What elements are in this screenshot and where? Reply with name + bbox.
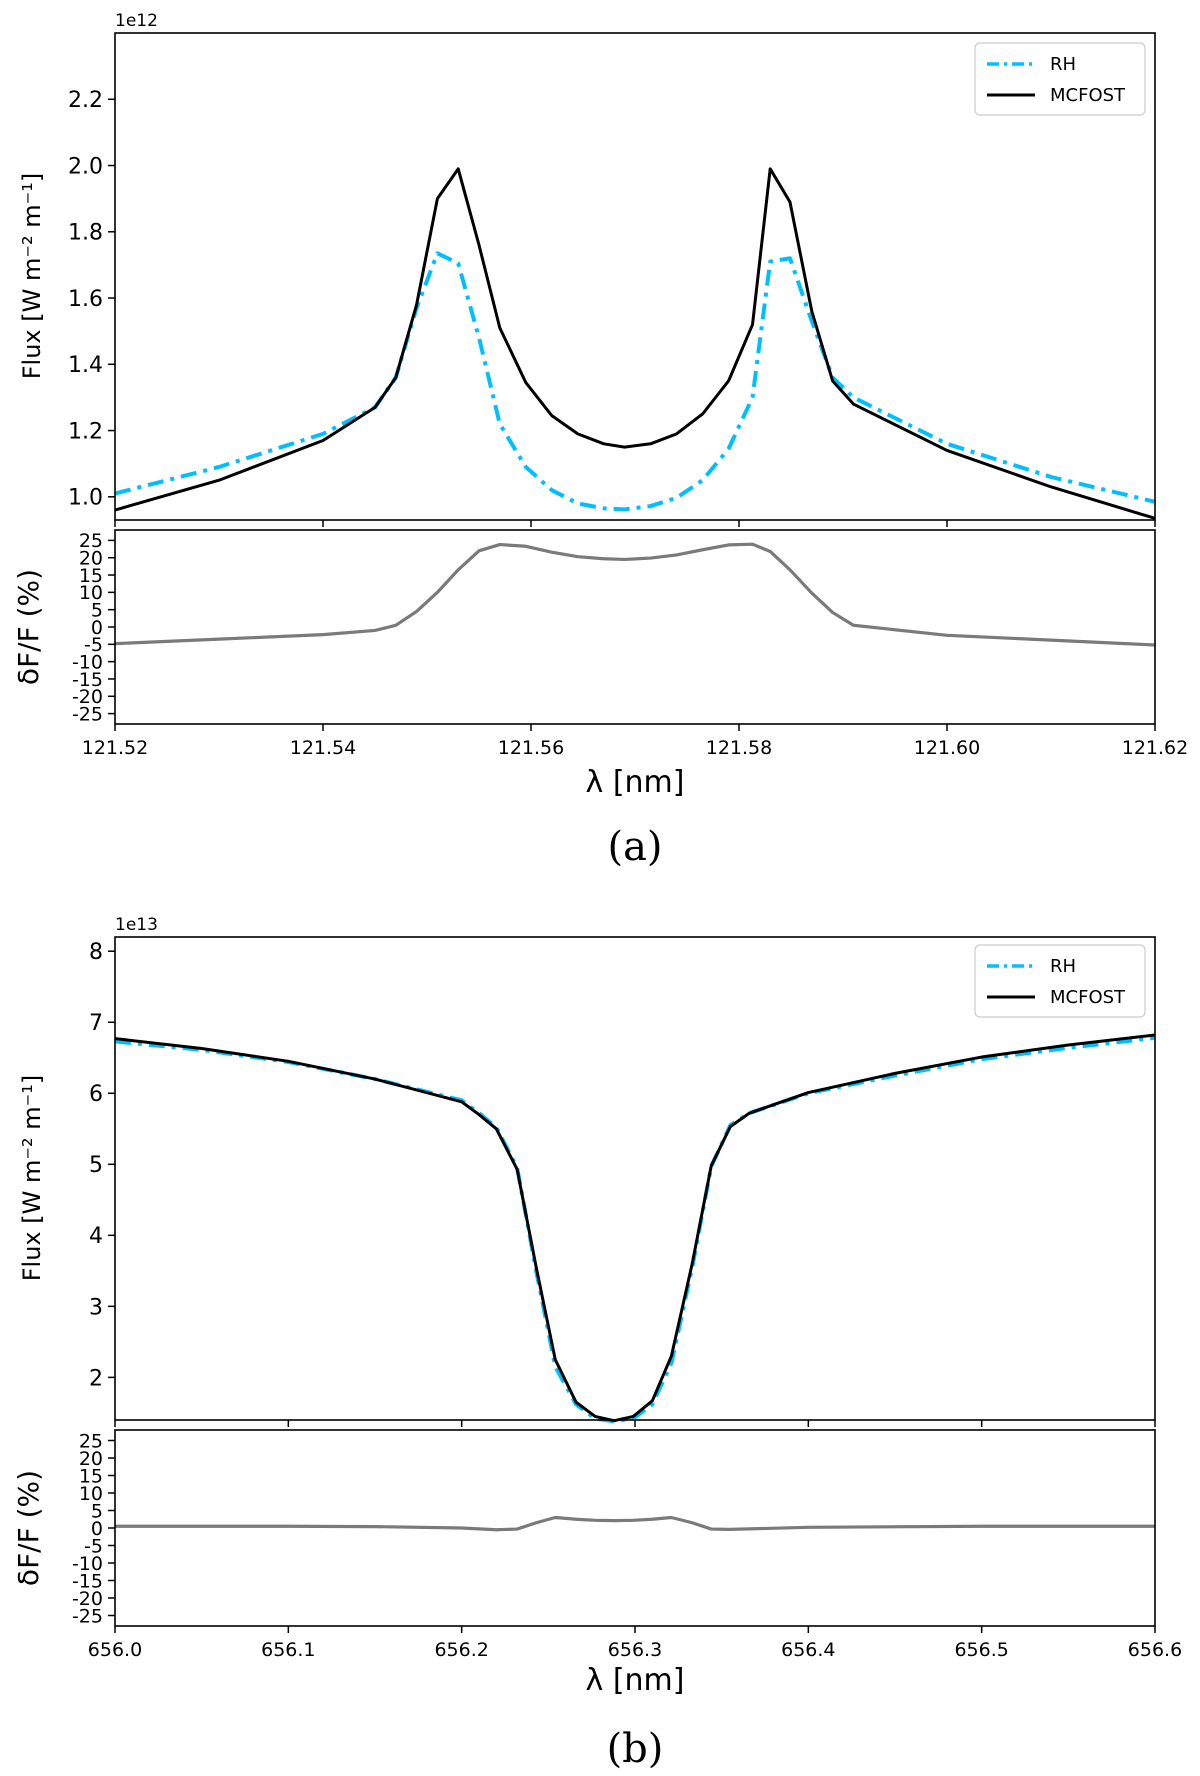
flux-plot-a: 1.0 1.2 1.4 1.6 1.8 2.0 2.2 1e12 Flux [W m⁻² m… (18, 11, 1156, 527)
ratio-ticks-a: 121.52 121.54 121.56 121.58 121.60 121.62-25-… (72, 530, 1188, 759)
y-tick-label-a-ratio-0: -25 (72, 703, 103, 725)
y-tick-label-a-flux-1: 1.2 (68, 419, 103, 444)
ratio-plot-b: 656.0 656.1 656.2 656.3 656.4 656.5 656.6 -25-2… (12, 1429, 1182, 1698)
flux-ylabel-b: Flux [W m⁻² m⁻¹] (18, 1075, 46, 1282)
y-tick-label-a-ratio-10: 25 (79, 530, 103, 552)
y-tick-label-b-flux-2: 4 (89, 1224, 103, 1249)
y-tick-label-a-ratio-4: -5 (84, 634, 103, 656)
flux-ylabel-a: Flux [W m⁻² m⁻¹] (18, 173, 46, 380)
series-line-a-flux-mcfost-1 (114, 167, 1156, 520)
legend-a: RH MCFOST (974, 42, 1146, 116)
series-line-b-flux-mcfost-1 (114, 1033, 1156, 1423)
panel-a: 1.0 1.2 1.4 1.6 1.8 2.0 2.2 1e12 Flux [W m⁻² m… (12, 11, 1188, 870)
y-tick-label-a-ratio-1: -20 (72, 686, 103, 708)
x-tick-label-a-ratio-5: 121.62 (1122, 737, 1188, 759)
flux-frame-b (114, 936, 1156, 1421)
series-line-b-ratio-ff-0 (115, 1515, 1155, 1532)
y-tick-label-a-ratio-9: 20 (79, 548, 103, 570)
ratio-lines-a (114, 542, 1156, 647)
x-tick-label-b-ratio-4: 656.4 (781, 1639, 835, 1661)
y-tick-label-b-ratio-7: 10 (79, 1483, 103, 1505)
x-tick-label-a-ratio-3: 121.58 (706, 737, 772, 759)
caption-b: (b) (607, 1726, 664, 1772)
y-tick-label-b-flux-1: 3 (89, 1295, 103, 1320)
y-tick-label-b-ratio-0: -25 (72, 1605, 103, 1627)
y-tick-label-b-flux-5: 7 (89, 1011, 103, 1036)
ratio-frame-b (114, 1429, 1156, 1627)
y-tick-label-a-ratio-8: 15 (79, 565, 103, 587)
y-tick-label-a-ratio-3: -10 (72, 651, 103, 673)
flux-lines-a (114, 167, 1156, 520)
x-tick-label-a-ratio-1: 121.54 (290, 737, 356, 759)
y-tick-label-b-ratio-3: -10 (72, 1553, 103, 1575)
ratio-ylabel-a: δF/F (%) (12, 569, 45, 685)
xlabel-a: λ [nm] (586, 765, 685, 800)
x-tick-label-a-ratio-4: 121.60 (914, 737, 980, 759)
x-tick-label-a-ratio-0: 121.52 (82, 737, 148, 759)
y-tick-label-a-flux-2: 1.4 (68, 353, 103, 378)
scale-label-b: 1e13 (115, 915, 158, 935)
flux-lines-b (114, 1033, 1156, 1424)
y-tick-label-b-ratio-6: 5 (91, 1500, 103, 1522)
x-tick-label-b-ratio-5: 656.5 (954, 1639, 1008, 1661)
series-line-a-ratio-ff-0 (114, 542, 1156, 647)
y-tick-label-a-flux-0: 1.0 (68, 486, 103, 511)
y-tick-label-b-flux-3: 5 (89, 1153, 103, 1178)
y-tick-label-b-ratio-2: -15 (72, 1570, 103, 1592)
y-tick-label-a-flux-3: 1.6 (68, 287, 103, 312)
legend-box-b (974, 944, 1146, 1018)
x-tick-label-b-ratio-3: 656.3 (608, 1639, 662, 1661)
y-tick-label-b-flux-6: 8 (89, 940, 103, 965)
y-tick-label-b-ratio-5: 0 (91, 1518, 103, 1540)
y-tick-label-b-ratio-9: 20 (79, 1448, 103, 1470)
y-tick-label-a-ratio-6: 5 (91, 600, 103, 622)
series-line-b-flux-rh-0 (114, 1035, 1156, 1424)
x-tick-label-b-ratio-6: 656.6 (1128, 1639, 1182, 1661)
series-line-a-flux-rh-0 (114, 251, 1156, 512)
ratio-lines-b (115, 1515, 1155, 1532)
y-tick-label-b-ratio-8: 15 (79, 1465, 103, 1487)
y-tick-label-b-ratio-4: -5 (84, 1535, 103, 1557)
flux-ticks-a: 1.0 1.2 1.4 1.6 1.8 2.0 2.2 (68, 88, 1156, 527)
y-tick-label-b-ratio-1: -20 (72, 1588, 103, 1610)
x-tick-label-a-ratio-2: 121.56 (498, 737, 564, 759)
legend-label-rh-b: RH (1050, 956, 1076, 977)
y-tick-label-b-flux-4: 6 (89, 1082, 103, 1107)
flux-frame-a (114, 32, 1156, 521)
x-tick-label-b-ratio-1: 656.1 (261, 1639, 315, 1661)
ratio-ticks-b: 656.0 656.1 656.2 656.3 656.4 656.5 656.6 -25-2… (72, 1430, 1182, 1661)
y-tick-label-a-ratio-2: -15 (72, 669, 103, 691)
scale-label-a: 1e12 (115, 11, 158, 31)
ratio-ylabel-b: δF/F (%) (12, 1470, 45, 1586)
legend-label-mcfost-b: MCFOST (1050, 987, 1126, 1008)
legend-b: RH MCFOST (974, 944, 1146, 1018)
caption-a: (a) (607, 824, 662, 870)
legend-box-a (974, 42, 1146, 116)
y-tick-label-b-flux-0: 2 (89, 1366, 103, 1391)
legend-label-mcfost-a: MCFOST (1050, 85, 1126, 106)
y-tick-label-a-flux-6: 2.2 (68, 88, 103, 113)
legend-label-rh-a: RH (1050, 54, 1076, 75)
xlabel-b: λ [nm] (586, 1663, 685, 1698)
flux-plot-b: 2 3 4 5 6 7 8 1e13 Flux [W m⁻² m⁻¹] RH MCFOST (18, 915, 1156, 1427)
ratio-plot-a: 121.52 121.54 121.56 121.58 121.60 121.62-25-… (12, 529, 1188, 800)
ratio-frame-a (114, 529, 1156, 725)
y-tick-label-a-flux-5: 2.0 (68, 154, 103, 179)
y-tick-label-b-ratio-10: 25 (79, 1430, 103, 1452)
y-tick-label-a-ratio-7: 10 (79, 582, 103, 604)
x-tick-label-b-ratio-2: 656.2 (434, 1639, 488, 1661)
y-tick-label-a-ratio-5: 0 (91, 617, 103, 639)
flux-ticks-b: 2 3 4 5 6 7 8 (89, 940, 1156, 1427)
x-tick-label-b-ratio-0: 656.0 (88, 1639, 142, 1661)
y-tick-label-a-flux-4: 1.8 (68, 221, 103, 246)
